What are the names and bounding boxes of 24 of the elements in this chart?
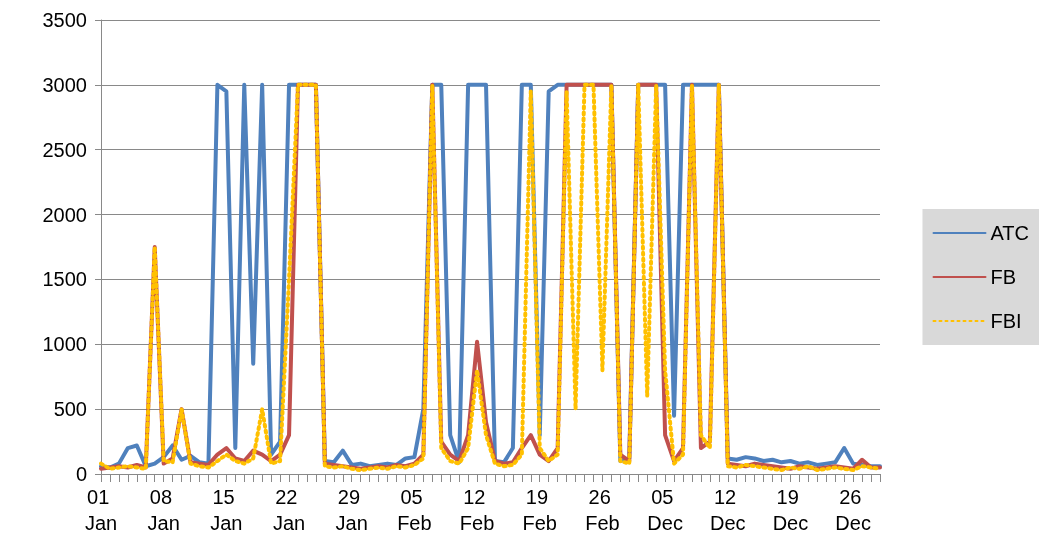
y-tick-label: 3500 [42,9,87,31]
y-tick-label: 0 [75,463,87,485]
y-tick-label: 1500 [42,268,87,291]
y-tick-label: 500 [53,398,87,421]
y-tick-label: 1000 [42,333,87,356]
x-tick-label: 12 Dec [709,486,746,534]
legend-label: ATC [990,222,1029,244]
legend-label: FB [990,266,1017,288]
x-tick-label: 12 Feb [459,486,495,534]
x-tick-label: 19 Feb [522,486,557,534]
x-tick-label: 22 Jan [272,486,306,534]
y-tick-label: 2500 [42,138,87,161]
x-tick-label: 15 Jan [210,486,243,534]
x-tick-label: 26 Feb [585,486,620,534]
x-tick-label: 29 Jan [335,486,368,534]
x-tick-label: 08 Jan [147,486,180,534]
legend-label: FBI [990,310,1022,332]
x-tick-label: 05 Feb [397,486,432,534]
x-tick-label: 19 Dec [772,486,809,534]
y-tick-label: 3000 [42,73,87,96]
y-tick-label: 2000 [42,203,87,226]
x-tick-label: 26 Dec [835,486,871,534]
x-tick-label: 01 Jan [84,486,118,534]
x-tick-label: 05 Dec [647,486,683,534]
